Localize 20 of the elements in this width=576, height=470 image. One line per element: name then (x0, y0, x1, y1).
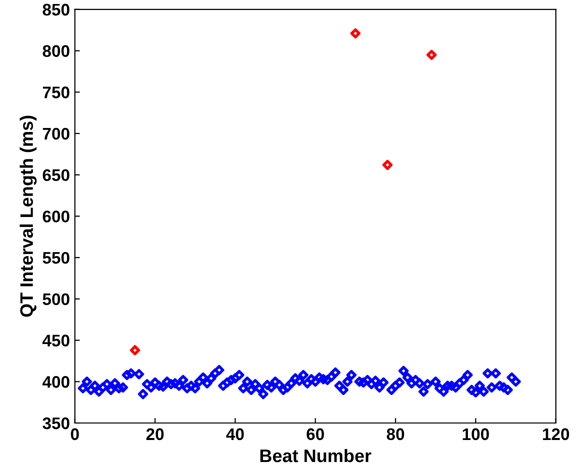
x-axis-title: Beat Number (260, 448, 372, 462)
x-tick-label: 100 (462, 428, 489, 440)
x-tick-label: 40 (226, 428, 244, 440)
y-tick-label: 350 (42, 417, 70, 430)
x-tick-label: 120 (542, 428, 570, 440)
x-tick-label: 80 (386, 428, 404, 440)
y-tick-label: 400 (42, 376, 70, 388)
y-tick-label: 800 (42, 45, 70, 57)
x-tick-label: 0 (70, 428, 79, 440)
x-tick-label: 60 (306, 428, 324, 440)
y-tick-label: 700 (42, 128, 70, 140)
y-tick-label: 850 (42, 4, 70, 16)
y-tick-label: 650 (42, 169, 70, 182)
y-tick-label: 450 (42, 334, 70, 346)
x-tick-label: 20 (146, 428, 164, 440)
y-tick-label: 750 (42, 86, 70, 98)
y-tick-label: 600 (42, 210, 70, 222)
y-tick-label: 500 (42, 293, 70, 306)
y-tick-label: 550 (42, 252, 70, 264)
y-axis-title: QT Interval Length (ms) (20, 116, 37, 317)
